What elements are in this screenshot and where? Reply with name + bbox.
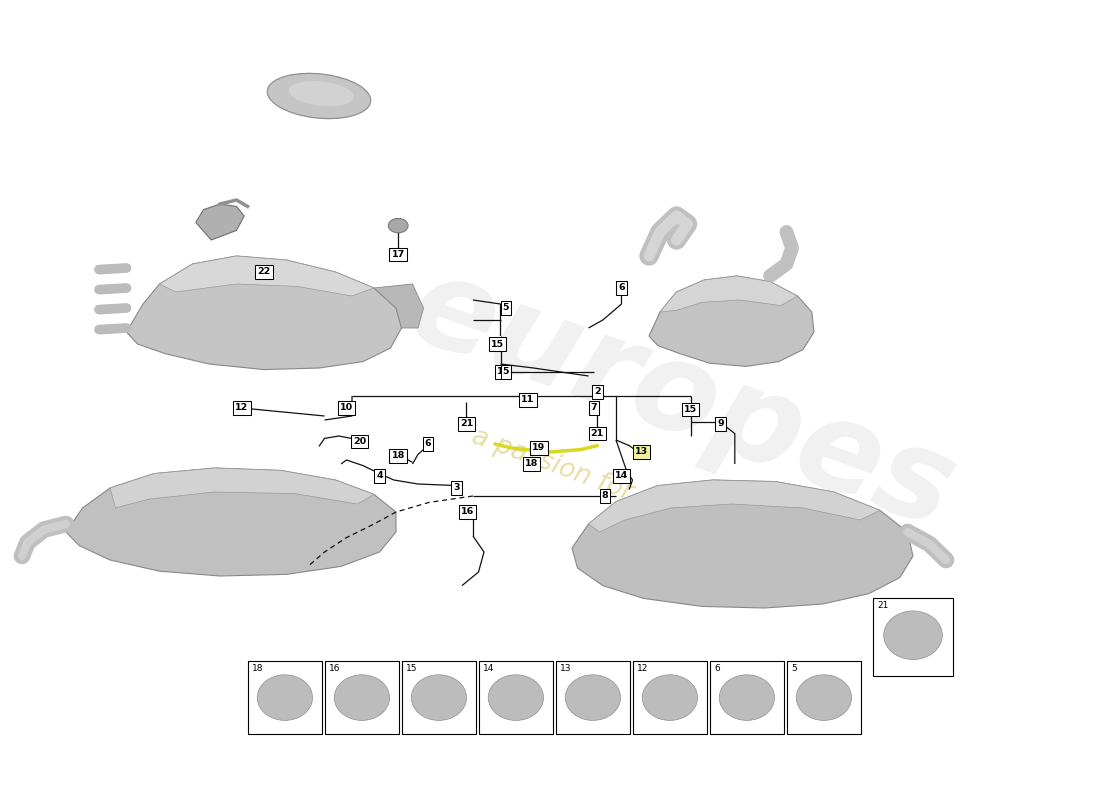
Polygon shape (374, 284, 424, 328)
Ellipse shape (334, 674, 389, 721)
Ellipse shape (257, 674, 312, 721)
Text: 15: 15 (491, 339, 504, 349)
Ellipse shape (796, 674, 851, 721)
Text: 8: 8 (602, 491, 608, 501)
Text: 18: 18 (252, 664, 263, 673)
FancyBboxPatch shape (478, 661, 553, 734)
Text: 19: 19 (532, 443, 546, 453)
FancyBboxPatch shape (710, 661, 784, 734)
Text: 16: 16 (461, 507, 474, 517)
FancyBboxPatch shape (324, 661, 399, 734)
Ellipse shape (411, 674, 466, 721)
Polygon shape (660, 276, 798, 312)
Text: 2: 2 (594, 387, 601, 397)
Text: 14: 14 (483, 664, 494, 673)
Text: a passion for parts since 1985: a passion for parts since 1985 (469, 424, 851, 584)
Text: 6: 6 (618, 283, 625, 293)
Circle shape (388, 218, 408, 233)
Text: 5: 5 (503, 367, 509, 377)
FancyBboxPatch shape (248, 661, 322, 734)
Polygon shape (572, 480, 913, 608)
Text: 13: 13 (635, 447, 648, 457)
Text: 16: 16 (329, 664, 340, 673)
Text: 5: 5 (503, 303, 509, 313)
Text: 6: 6 (425, 439, 431, 449)
Text: 13: 13 (560, 664, 571, 673)
Text: 18: 18 (525, 459, 538, 469)
FancyBboxPatch shape (786, 661, 861, 734)
Text: 3: 3 (453, 483, 460, 493)
Text: 21: 21 (878, 601, 889, 610)
Text: 15: 15 (406, 664, 417, 673)
FancyBboxPatch shape (556, 661, 630, 734)
Text: 12: 12 (235, 403, 249, 413)
Ellipse shape (288, 81, 354, 106)
Ellipse shape (565, 674, 620, 721)
Text: 21: 21 (591, 429, 604, 438)
Text: 21: 21 (460, 419, 473, 429)
Ellipse shape (267, 74, 371, 118)
Ellipse shape (642, 674, 697, 721)
Text: 4: 4 (376, 471, 383, 481)
Ellipse shape (883, 611, 943, 659)
Text: 17: 17 (392, 250, 405, 259)
Text: 10: 10 (340, 403, 353, 413)
Text: 20: 20 (353, 437, 366, 446)
Ellipse shape (719, 674, 774, 721)
Text: 12: 12 (637, 664, 648, 673)
Polygon shape (126, 256, 402, 370)
Text: 15: 15 (684, 405, 697, 414)
Polygon shape (160, 256, 374, 296)
Text: 18: 18 (392, 451, 405, 461)
Polygon shape (110, 468, 374, 508)
Text: 6: 6 (714, 664, 719, 673)
FancyBboxPatch shape (632, 661, 707, 734)
Text: europes: europes (394, 246, 970, 554)
Polygon shape (66, 468, 396, 576)
Text: 11: 11 (521, 395, 535, 405)
Text: 1: 1 (497, 367, 504, 377)
Polygon shape (588, 480, 880, 532)
Ellipse shape (488, 674, 543, 721)
Text: 7: 7 (591, 403, 597, 413)
FancyBboxPatch shape (873, 598, 953, 676)
Text: 22: 22 (257, 267, 271, 277)
Polygon shape (196, 204, 244, 240)
Text: 5: 5 (791, 664, 796, 673)
FancyBboxPatch shape (402, 661, 476, 734)
Text: 14: 14 (615, 471, 628, 481)
Polygon shape (649, 276, 814, 366)
Text: 9: 9 (717, 419, 724, 429)
